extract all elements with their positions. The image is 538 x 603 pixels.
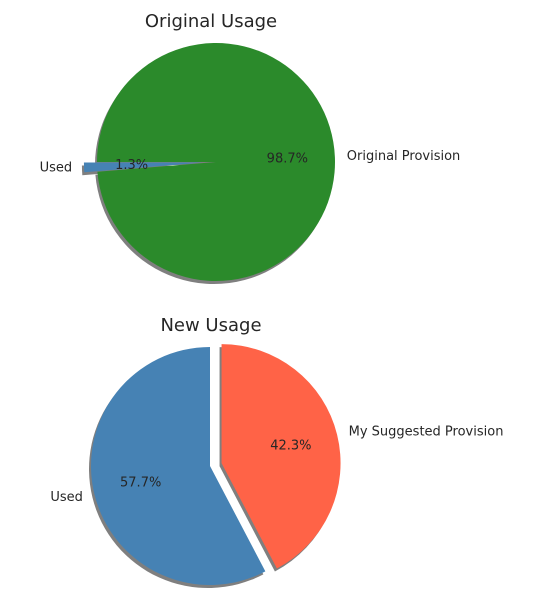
chart-title: New Usage [160, 315, 261, 336]
pie-slice-original-provision [97, 43, 336, 282]
pie-labels: Used 57.7% My Suggested Provision 42.3% [50, 424, 503, 505]
slice-percent-used: 57.7% [120, 476, 161, 491]
pie-slice-used [91, 347, 266, 585]
slice-label-used: Used [50, 490, 83, 505]
chart-title: Original Usage [145, 11, 277, 32]
slice-label-my-suggested-provision: My Suggested Provision [349, 424, 504, 439]
slice-percent-original-provision: 98.7% [267, 152, 308, 167]
slice-percent-used: 1.3% [115, 158, 148, 173]
pie-slices [83, 43, 336, 282]
pie-labels: Used 1.3% Original Provision 98.7% [40, 149, 461, 175]
slice-percent-my-suggested-provision: 42.3% [270, 439, 311, 454]
pie-slice-used [83, 162, 203, 173]
slice-label-used: Used [40, 160, 73, 175]
pie-slices [91, 344, 341, 585]
slice-label-original-provision: Original Provision [347, 149, 461, 164]
pie-chart-new-usage: New Usage Used 57.7% My Suggested Provisio… [50, 315, 503, 589]
pie-slice-my-suggested-provision [221, 344, 341, 569]
pie-chart-original-usage: Original Usage Used 1.3% Original Provisio… [40, 11, 461, 285]
